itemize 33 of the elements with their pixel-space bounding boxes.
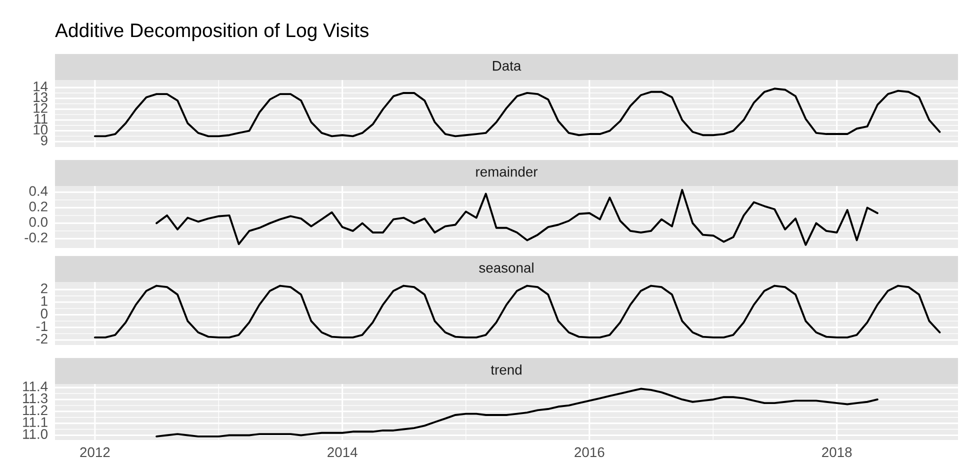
y-tick-label: 11.4 [23, 382, 48, 392]
line-series [94, 88, 941, 138]
y-tick-label: -0.2 [24, 232, 48, 242]
y-tick-label: 0.2 [29, 202, 48, 212]
y-tick-label: 0.0 [29, 217, 48, 227]
y-tick-label: 13 [34, 92, 48, 102]
y-tick-label: 1 [41, 296, 48, 306]
y-tick-label: 14 [34, 82, 48, 92]
chart-title: Additive Decomposition of Log Visits [55, 22, 368, 42]
y-tick-label: 11.0 [23, 429, 48, 439]
line-series [156, 388, 878, 438]
y-tick-label: 11.3 [23, 393, 48, 404]
y-tick-label: 11 [34, 114, 48, 124]
line-series [94, 284, 941, 338]
y-tick-label: -1 [36, 321, 48, 331]
x-tick-label: 2016 [574, 447, 604, 458]
chart-subtitle: trend [490, 364, 522, 375]
y-tick-label: 10 [34, 124, 48, 135]
chart-subtitle: remainder [476, 166, 538, 177]
y-tick-label: 9 [40, 135, 48, 146]
y-tick-label: 12 [34, 103, 48, 113]
y-tick-label: 0.4 [29, 186, 48, 196]
x-tick-label: 2018 [822, 447, 852, 458]
y-tick-label: 0 [40, 308, 48, 318]
y-tick-label: 11.1 [23, 417, 48, 427]
line-series [156, 188, 878, 246]
chart-subtitle: seasonal [479, 262, 534, 273]
x-tick-label: 2014 [328, 447, 358, 458]
x-tick-label: 2012 [80, 447, 110, 458]
y-tick-label: 11.2 [23, 405, 48, 415]
y-tick-label: -2 [36, 334, 48, 344]
chart-subtitle: Data [492, 61, 522, 71]
y-tick-label: 2 [41, 283, 48, 294]
